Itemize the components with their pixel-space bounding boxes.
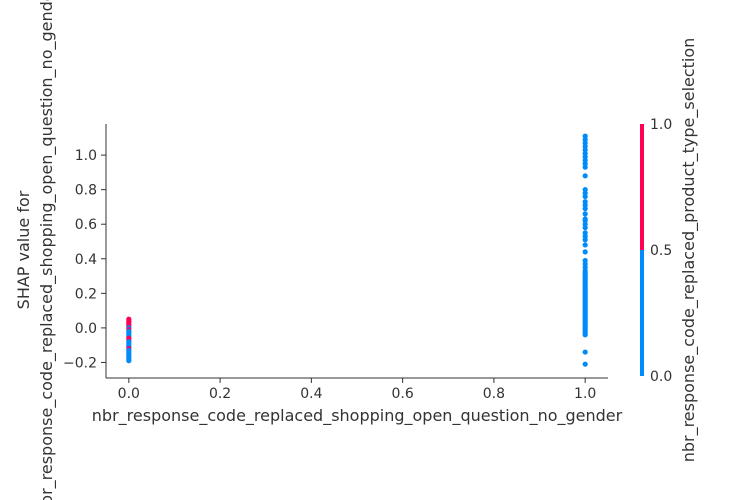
colorbar-tick-label: 0.5 [650,243,672,259]
y-tick-label: −0.2 [63,355,97,371]
colorbar-tick-label: 0.0 [650,369,672,385]
x-axis-label: nbr_response_code_replaced_shopping_open… [92,406,623,426]
scatter-point [582,211,588,217]
y-axis-label: SHAP value for [14,190,33,309]
scatter-point [582,237,588,243]
scatter-point [582,206,588,212]
scatter-point [582,249,588,255]
x-tick-label: 0.8 [483,386,505,402]
scatter-point [582,332,588,338]
x-axis-ticks: 0.0 0.2 0.4 0.6 0.8 1.0 [118,378,596,402]
y-tick-label: 0.4 [75,252,97,268]
y-axis-label-line2: nbr_response_code_replaced_shopping_open… [37,0,57,500]
scatter-point [126,358,132,364]
colorbar-tick-label: 1.0 [650,117,672,133]
colorbar-ticks: 0.0 0.5 1.0 [650,117,672,385]
scatter-points [126,133,588,367]
x-tick-label: 0.0 [118,386,140,402]
scatter-point [582,242,588,248]
y-tick-label: 0.6 [75,217,97,233]
y-axis-ticks: −0.2 0.0 0.2 0.4 0.6 0.8 1.0 [63,148,106,371]
y-axis-label-line1: SHAP value for [14,190,33,309]
y-tick-label: 0.2 [75,286,97,302]
x-tick-label: 1.0 [574,386,596,402]
x-tick-label: 0.4 [300,386,322,402]
scatter-point [582,361,588,367]
scatter-point [582,173,588,179]
colorbar [640,124,644,376]
x-tick-label: 0.2 [209,386,231,402]
scatter-point [582,349,588,355]
scatter-point [582,193,588,200]
scatter-point [582,164,588,170]
x-tick-label: 0.6 [392,386,414,402]
scatter-point [582,225,588,231]
colorbar-label: nbr_response_code_replaced_product_type_… [679,38,699,463]
y-tick-label: 0.8 [75,183,97,199]
y-tick-label: 1.0 [75,148,97,164]
y-tick-label: 0.0 [75,321,97,337]
